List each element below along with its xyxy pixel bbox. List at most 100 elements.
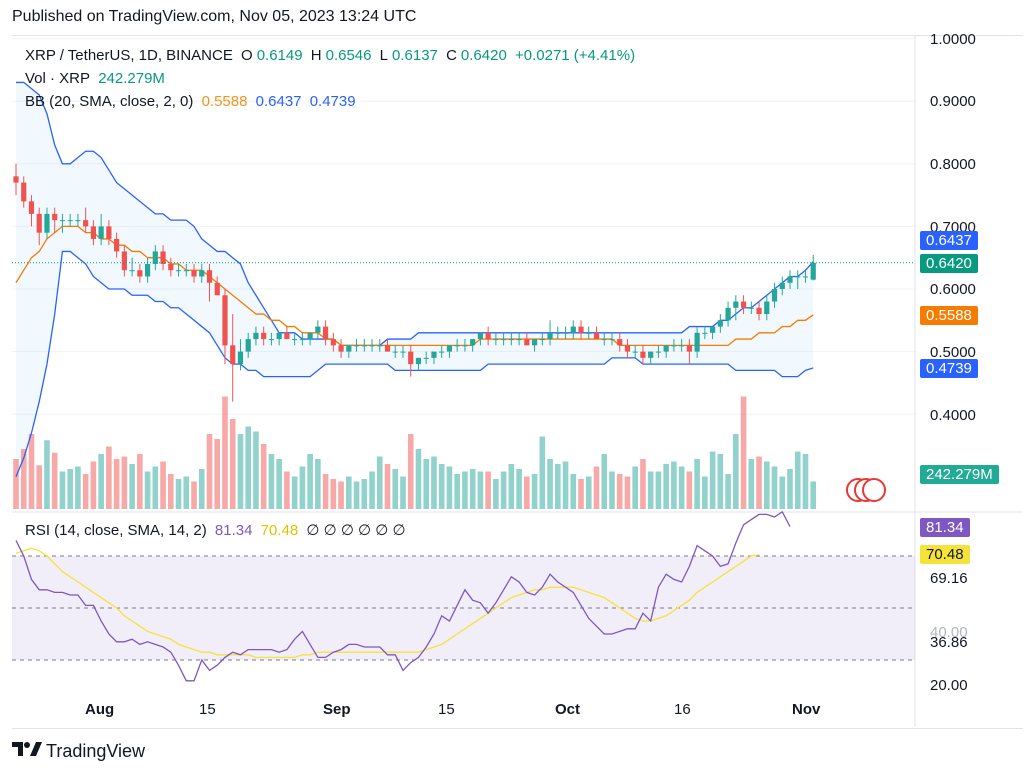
candle-body (44, 213, 50, 233)
candle-body (531, 339, 538, 346)
price-tick-label: 0.8000 (930, 156, 976, 173)
volume-bar (121, 456, 128, 509)
candle-body (299, 339, 305, 341)
rsi-badge: 81.34 (920, 518, 970, 537)
ohlc-close: 0.6420 (460, 47, 507, 64)
candle-body (702, 332, 708, 334)
candle-body (377, 345, 383, 347)
rsi-legend[interactable]: RSI (14, close, SMA, 14, 2) 81.34 70.48 … (25, 521, 410, 539)
volume-bar (508, 464, 515, 509)
candle-body (748, 307, 754, 309)
volume-bar (168, 474, 174, 509)
volume-bar (191, 481, 197, 509)
candle-body (392, 351, 398, 353)
volume-bar (454, 474, 460, 509)
volume-bar (756, 456, 762, 509)
candle-body (415, 357, 422, 365)
candle-body (384, 345, 391, 352)
volume-bar (67, 469, 73, 509)
candle-body (710, 326, 716, 333)
candle-body (640, 351, 646, 358)
volume-bar (198, 469, 205, 509)
price-tick-label: 0.6000 (930, 281, 976, 298)
ohlc-change: +0.0271 (+4.41%) (514, 47, 636, 64)
rsi-tick-label: 20.00 (930, 677, 968, 694)
candle-body (733, 301, 739, 308)
volume-bar (20, 449, 27, 509)
volume-bar (237, 434, 244, 509)
candle-body (400, 351, 406, 353)
volume-bar (315, 459, 321, 509)
candle-body (648, 351, 654, 358)
tradingview-logo-icon (12, 741, 42, 762)
bb-label: BB (20, SMA, close, 2, 0) (25, 93, 194, 110)
candle-body (315, 326, 321, 333)
volume-bar (113, 459, 120, 509)
volume-bar (810, 481, 817, 509)
volume-bar (771, 466, 778, 509)
volume-bar (36, 465, 43, 509)
volume-value: 242.279M (98, 70, 165, 87)
bb-legend[interactable]: BB (20, SMA, close, 2, 0) 0.5588 0.6437 … (25, 93, 360, 110)
ohlc-open: 0.6149 (256, 47, 303, 64)
volume-bar (794, 451, 801, 509)
candle-body (516, 339, 522, 341)
time-tick-label: 15 (199, 701, 216, 718)
volume-bar (206, 434, 213, 509)
candle-body (810, 262, 816, 280)
candle-body (144, 263, 151, 277)
price-tick-label: 0.9000 (930, 93, 976, 110)
candle-body (245, 339, 251, 352)
volume-bar (276, 459, 282, 509)
volume-bar (183, 476, 190, 509)
symbol-title[interactable]: XRP / TetherUS, 1D, BINANCE (25, 47, 233, 64)
volume-bar (322, 474, 329, 509)
volume-bar (733, 434, 739, 509)
volume-bar (90, 461, 97, 509)
ohlc-close-label: C (446, 47, 457, 64)
time-tick-label: 15 (438, 701, 455, 718)
time-tick-label: Oct (555, 701, 581, 718)
volume-bar (763, 461, 770, 509)
volume-bar (663, 464, 669, 509)
candle-body (106, 226, 112, 239)
tradingview-logo[interactable]: TradingView (12, 741, 145, 762)
rsi-extra-values: ∅ ∅ ∅ ∅ ∅ ∅ (306, 522, 406, 539)
candle-body (795, 276, 801, 278)
candle-body (75, 220, 81, 222)
volume-bar (222, 396, 228, 509)
candle-body (90, 226, 96, 239)
price-tick-label: 0.5000 (930, 344, 976, 361)
volume-bar (369, 471, 375, 509)
volume-bar (330, 479, 337, 509)
volume-bar (787, 469, 793, 509)
candle-body (764, 301, 770, 315)
volume-bar (129, 464, 135, 509)
candle-body (562, 332, 569, 334)
volume-bar (253, 431, 259, 509)
candle-body (183, 270, 189, 272)
volume-bar (647, 471, 654, 509)
volume-bar (477, 471, 484, 509)
candle-body (446, 345, 453, 352)
ohlc-open-label: O (241, 47, 253, 64)
volume-legend[interactable]: Vol · XRP 242.279M (25, 70, 169, 87)
candle-body (601, 339, 607, 341)
volume-bar (431, 456, 437, 509)
volume-bar (98, 454, 104, 509)
candle-body (353, 345, 360, 347)
volume-bar (578, 479, 584, 509)
symbol-legend: XRP / TetherUS, 1D, BINANCE O 0.6149 H 0.6… (25, 47, 639, 64)
volume-bar (106, 446, 112, 509)
volume-bar (547, 459, 553, 509)
candle-body (578, 326, 584, 333)
candle-body (214, 282, 220, 296)
candle-body (679, 345, 685, 347)
bb-upper-value: 0.6437 (255, 93, 302, 110)
volume-bar (214, 439, 221, 509)
volume-bar (779, 476, 786, 509)
candle-body (717, 320, 723, 327)
candle-body (191, 270, 197, 277)
volume-bar (678, 466, 685, 509)
